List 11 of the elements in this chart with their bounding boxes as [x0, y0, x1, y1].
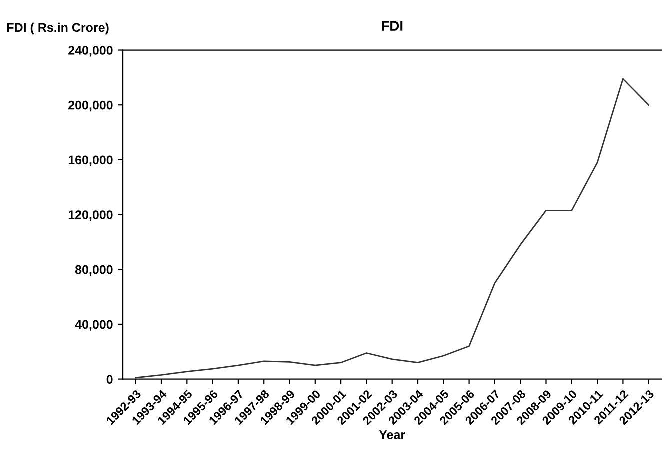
y-tick-label: 240,000 — [68, 46, 113, 57]
y-tick-label: 40,000 — [75, 320, 113, 331]
x-axis-title: Year — [379, 430, 406, 440]
line-series — [135, 78, 650, 379]
y-axis-title: FDI ( Rs.in Crore) — [7, 22, 109, 35]
chart-title: FDI — [382, 21, 403, 31]
y-tick-label: 80,000 — [75, 265, 113, 276]
y-tick-label: 0 — [106, 375, 113, 384]
y-tick-label: 120,000 — [68, 210, 113, 222]
y-tick-label: 200,000 — [68, 100, 113, 112]
y-tick-label: 160,000 — [68, 156, 113, 166]
